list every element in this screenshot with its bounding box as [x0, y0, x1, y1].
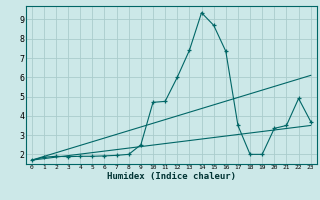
X-axis label: Humidex (Indice chaleur): Humidex (Indice chaleur): [107, 172, 236, 181]
